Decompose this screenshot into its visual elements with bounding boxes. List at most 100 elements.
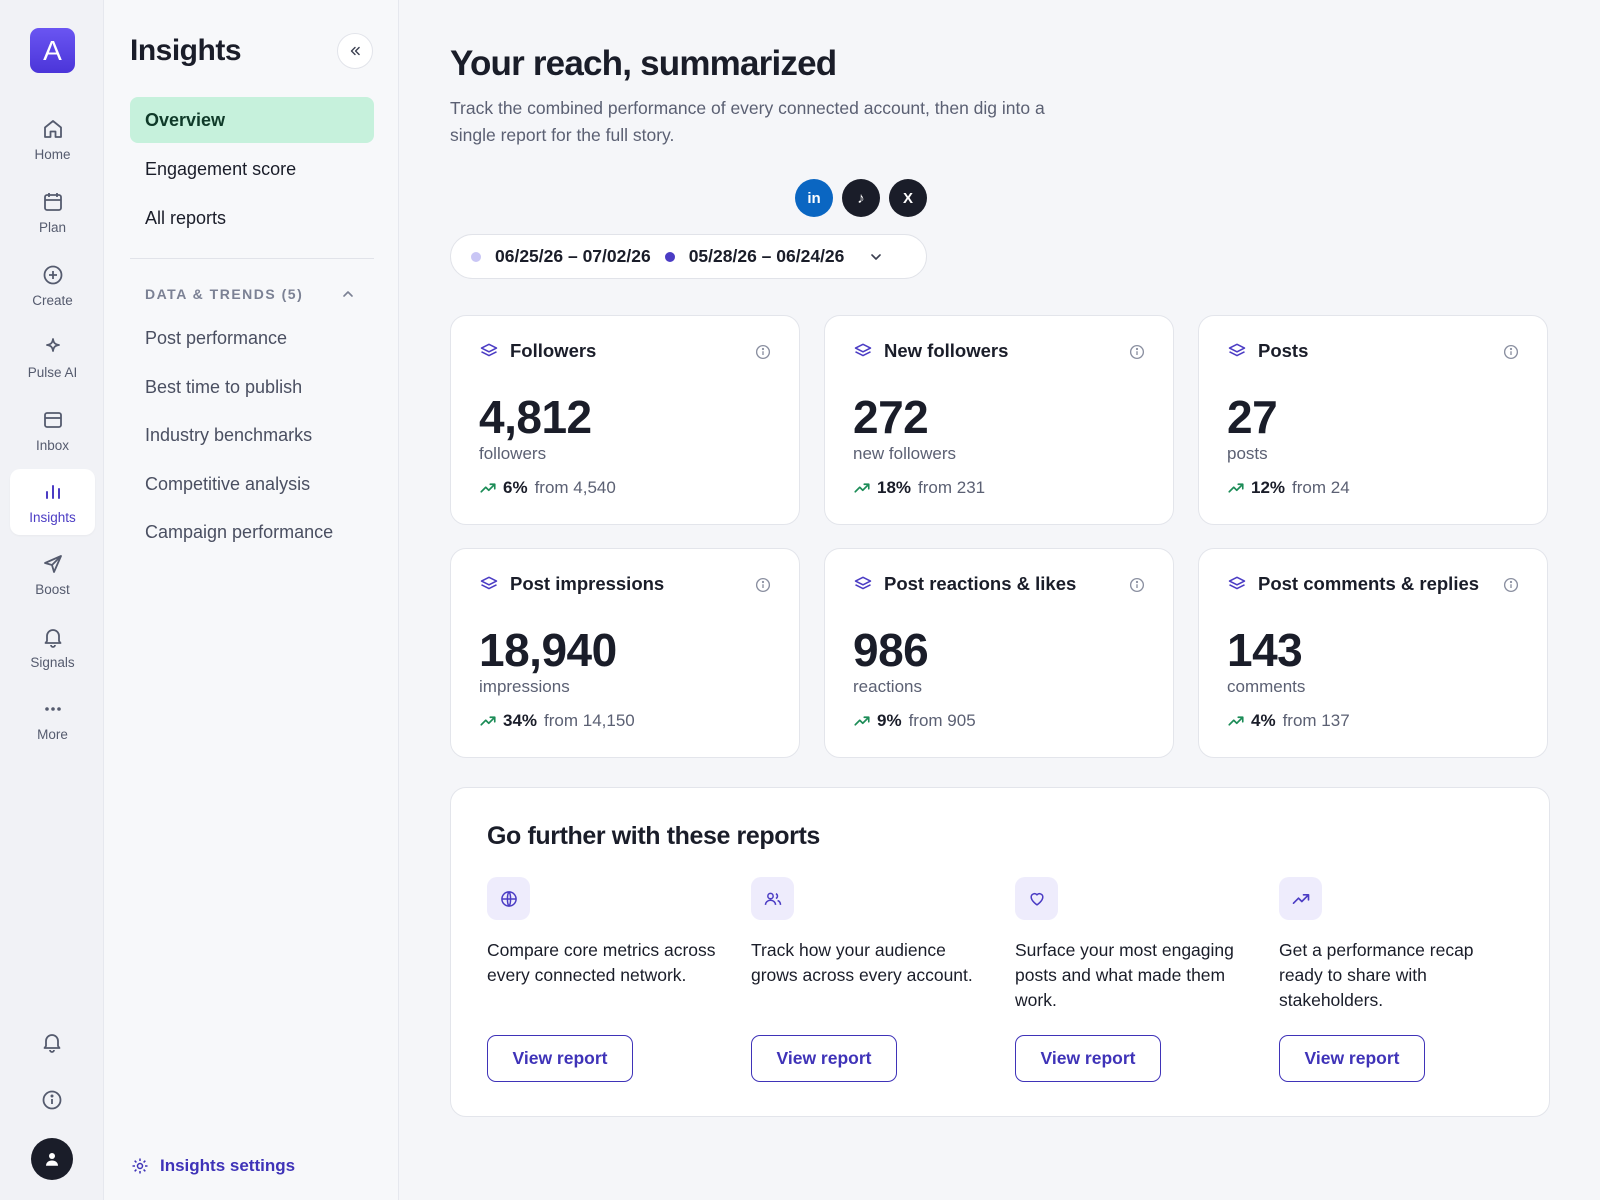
date-range-picker[interactable]: 06/25/26 – 07/02/26 05/28/26 – 06/24/26	[450, 234, 927, 279]
card-title: New followers	[884, 340, 1009, 361]
nav-best-time-to-publish[interactable]: Best time to publish	[145, 377, 303, 397]
rail-label: Home	[34, 146, 71, 162]
send-icon	[43, 554, 62, 573]
globe-icon	[500, 890, 517, 907]
rail-item-home[interactable]: Home	[10, 106, 95, 172]
network-x-button[interactable]: X	[889, 179, 927, 217]
previous-period-dot	[664, 251, 675, 262]
inbox-icon	[43, 411, 62, 428]
info-icon[interactable]	[1502, 343, 1520, 361]
insights-settings-link[interactable]: Insights settings	[130, 1156, 295, 1176]
nav-competitive-analysis[interactable]: Competitive analysis	[145, 474, 311, 494]
rail-item-inbox[interactable]: Inbox	[10, 397, 95, 463]
metric-card-posts: Posts 27 posts 12% from 24	[1198, 315, 1548, 525]
trend-up-icon	[1292, 893, 1309, 904]
card-title: Post comments & replies	[1258, 573, 1480, 594]
settings-label: Insights settings	[160, 1156, 296, 1175]
home-icon	[43, 119, 62, 138]
help-icon[interactable]	[40, 1088, 64, 1112]
trend-up-icon	[1228, 483, 1244, 493]
insights-sidebar: Insights Overview Engagement score All r…	[104, 0, 399, 1200]
rail-item-create[interactable]: Create	[10, 252, 95, 318]
metric-card-new-followers: New followers 272 new followers 18% from …	[824, 315, 1174, 525]
nav-industry-benchmarks[interactable]: Industry benchmarks	[145, 425, 313, 445]
metric-card-followers: Followers 4,812 followers 6% from 4,540	[450, 315, 800, 525]
metric-card-post-impressions: Post impressions 18,940 impressions 34% f…	[450, 548, 800, 758]
metric-change: 9%	[877, 711, 902, 730]
network-tiktok-button[interactable]: ♪	[842, 179, 880, 217]
network-linkedin-button[interactable]: in	[795, 179, 833, 217]
rail-item-insights[interactable]: Insights	[10, 469, 95, 535]
chevron-up-icon[interactable]	[340, 286, 356, 302]
layers-icon	[854, 576, 872, 590]
current-period-dot	[471, 251, 481, 262]
view-report-button[interactable]: View report	[487, 1035, 633, 1082]
trend-up-icon	[480, 716, 496, 726]
reports-panel: Go further with these reports Compare co…	[450, 787, 1550, 1117]
rail-label: Create	[32, 292, 73, 308]
collapse-sidebar-button[interactable]	[337, 33, 373, 69]
app-logo[interactable]: A	[30, 28, 75, 73]
metric-trend: 4% from 137	[1227, 711, 1350, 731]
metric-value: 4,812	[479, 391, 592, 443]
rail-item-boost[interactable]: Boost	[10, 541, 95, 607]
notifications-icon[interactable]	[40, 1030, 64, 1054]
info-icon[interactable]	[754, 343, 772, 361]
metric-value: 143	[1227, 624, 1303, 676]
report-card-recap: Get a performance recap ready to share w…	[1279, 877, 1519, 1082]
info-icon[interactable]	[1128, 343, 1146, 361]
metric-trend: 12% from 24	[1227, 478, 1350, 498]
nav-engagement-score[interactable]: Engagement score	[145, 158, 297, 179]
sidebar-divider	[130, 258, 374, 259]
users-icon	[764, 892, 781, 905]
rail-item-more[interactable]: More	[10, 686, 95, 752]
view-report-button[interactable]: View report	[751, 1035, 897, 1082]
gear-icon	[132, 1158, 148, 1174]
info-icon[interactable]	[1502, 576, 1520, 594]
nav-all-reports[interactable]: All reports	[145, 207, 227, 228]
page-subtitle: Track the combined performance of every …	[450, 98, 1045, 145]
layers-icon	[480, 576, 498, 590]
metric-trend: 9% from 905	[853, 711, 976, 731]
more-icon	[44, 706, 61, 711]
heart-icon	[1029, 892, 1044, 906]
metric-value: 986	[853, 624, 929, 676]
nav-post-performance[interactable]: Post performance	[145, 328, 288, 348]
card-title: Post reactions & likes	[884, 573, 1077, 594]
metric-from: from 905	[908, 711, 976, 730]
x-icon: X	[902, 189, 913, 207]
metric-from: from 4,540	[534, 478, 616, 497]
section-heading-data-trends[interactable]: DATA & TRENDS (5)	[145, 286, 304, 302]
metric-change: 4%	[1251, 711, 1276, 730]
icon-rail: A Home Plan Create Pulse AI Inbox Insigh…	[0, 0, 104, 1200]
metric-unit: followers	[479, 444, 547, 463]
rail-item-plan[interactable]: Plan	[10, 179, 95, 245]
metric-unit: posts	[1227, 444, 1268, 463]
reports-title: Go further with these reports	[487, 822, 820, 850]
calendar-icon	[43, 192, 62, 211]
trend-up-icon	[480, 483, 496, 493]
rail-label: Pulse AI	[27, 364, 78, 380]
view-report-button[interactable]: View report	[1015, 1035, 1161, 1082]
chevrons-left-icon	[350, 46, 360, 56]
avatar[interactable]	[31, 1138, 73, 1180]
view-report-button[interactable]: View report	[1279, 1035, 1425, 1082]
info-icon[interactable]	[1128, 576, 1146, 594]
card-title: Followers	[510, 340, 597, 361]
nav-overview[interactable]: Overview	[130, 97, 374, 143]
metric-card-post-comments: Post comments & replies 143 comments 4% f…	[1198, 548, 1548, 758]
metric-change: 34%	[503, 711, 538, 730]
linkedin-icon: in	[807, 189, 821, 207]
nav-campaign-performance[interactable]: Campaign performance	[145, 522, 334, 542]
rail-label: Inbox	[35, 437, 70, 453]
metric-value: 27	[1227, 391, 1278, 443]
page-title: Your reach, summarized	[450, 44, 837, 83]
rail-item-signals[interactable]: Signals	[10, 614, 95, 680]
rail-item-pulse-ai[interactable]: Pulse AI	[10, 324, 95, 390]
bar-chart-icon	[45, 484, 60, 499]
info-icon[interactable]	[754, 576, 772, 594]
metric-from: from 137	[1282, 711, 1350, 730]
metric-value: 272	[853, 391, 929, 443]
rail-label: Plan	[38, 219, 67, 235]
metric-change: 6%	[503, 478, 528, 497]
